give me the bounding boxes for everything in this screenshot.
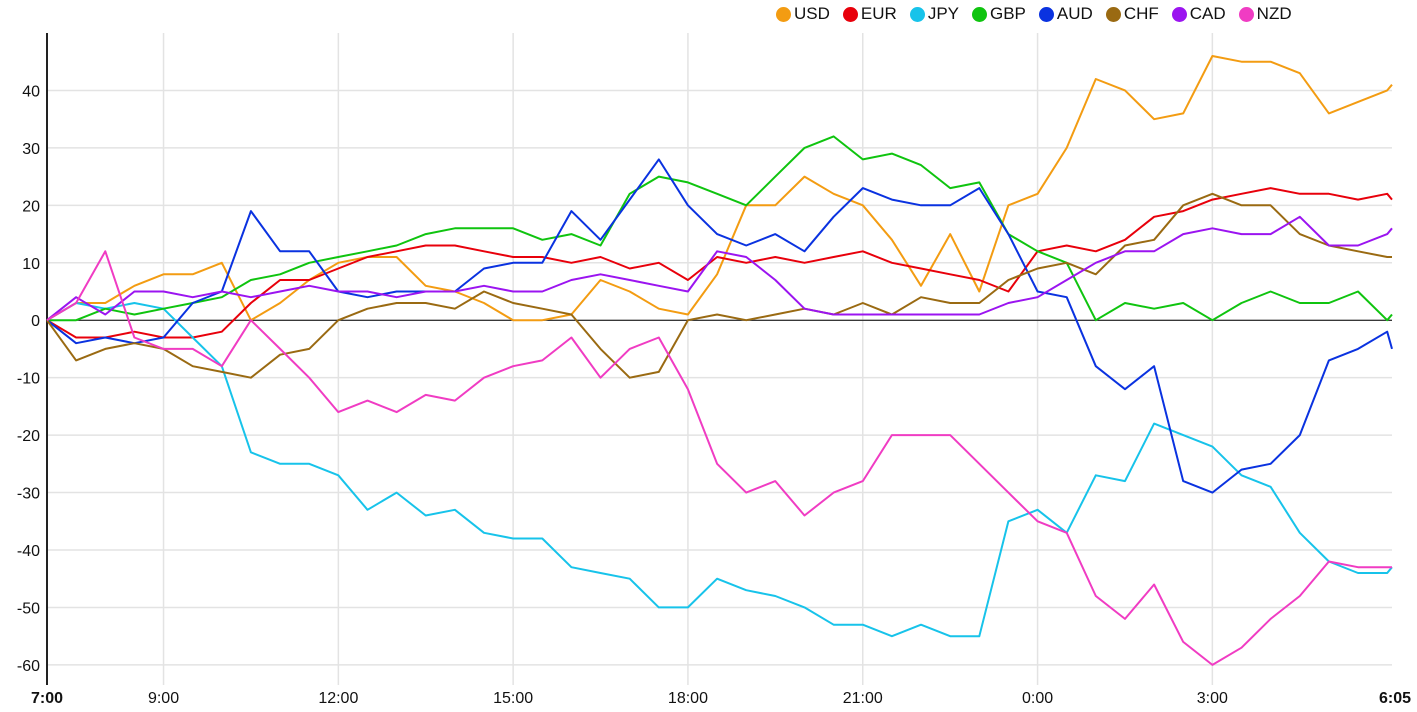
y-tick-label: -30 [17, 486, 40, 503]
series-line-nzd [46, 250, 1392, 666]
legend-label: CAD [1189, 4, 1226, 23]
legend-label: EUR [860, 4, 897, 23]
legend-item-eur[interactable]: EUR [842, 4, 897, 24]
legend-dot-icon [1105, 6, 1121, 22]
legend-item-jpy[interactable]: JPY [909, 4, 959, 24]
legend-dot-icon [776, 6, 791, 22]
x-tick-label: 21:00 [843, 690, 883, 707]
legend-item-cad[interactable]: CAD [1171, 4, 1226, 24]
legend-item-nzd[interactable]: NZD [1238, 4, 1292, 24]
x-tick-label: 18:00 [668, 690, 708, 707]
series-line-cad [46, 215, 1393, 321]
legend-label: JPY [927, 4, 959, 23]
y-tick-label: 10 [22, 256, 40, 273]
y-tick-label: -60 [17, 658, 40, 675]
legend-dot-icon [1171, 6, 1187, 22]
series-line-eur [46, 187, 1393, 339]
x-tick-label: 6:05 [1379, 690, 1411, 707]
y-tick-label: 20 [22, 198, 40, 215]
legend-label: AUD [1056, 4, 1093, 23]
legend-dot-icon [909, 6, 925, 22]
y-tick-label: -10 [17, 371, 40, 388]
legend-item-aud[interactable]: AUD [1038, 4, 1093, 24]
legend-item-chf[interactable]: CHF [1105, 4, 1159, 24]
series-line-chf [46, 192, 1392, 379]
legend-dot-icon [972, 6, 987, 22]
series-line-jpy [46, 302, 1393, 638]
x-tick-label: 9:00 [148, 690, 179, 707]
legend-label: NZD [1256, 4, 1292, 23]
x-tick-label: 15:00 [493, 690, 533, 707]
x-tick-label: 0:00 [1022, 690, 1053, 707]
legend-label: CHF [1123, 4, 1159, 23]
legend-dot-icon [1238, 6, 1254, 22]
legend-item-gbp[interactable]: GBP [972, 4, 1026, 24]
x-tick-label: 7:00 [31, 690, 63, 707]
y-tick-label: 40 [22, 83, 40, 100]
legend-item-usd[interactable]: USD [776, 4, 830, 24]
x-tick-label: 3:00 [1197, 690, 1228, 707]
legend-label: GBP [990, 4, 1026, 23]
series-line-gbp [47, 135, 1393, 322]
y-tick-label: 0 [31, 313, 40, 330]
series-line-aud [46, 158, 1393, 494]
y-tick-label: -20 [17, 428, 40, 445]
y-tick-label: 30 [22, 141, 40, 158]
legend-label: USD [794, 4, 830, 23]
y-tick-label: -50 [17, 600, 40, 617]
chart-legend: USD EUR JPY GBP AUD CHF CAD NZD [776, 4, 1305, 24]
x-tick-label: 12:00 [318, 690, 358, 707]
legend-dot-icon [842, 6, 858, 22]
legend-dot-icon [1038, 6, 1054, 22]
y-tick-label: -40 [17, 543, 40, 560]
